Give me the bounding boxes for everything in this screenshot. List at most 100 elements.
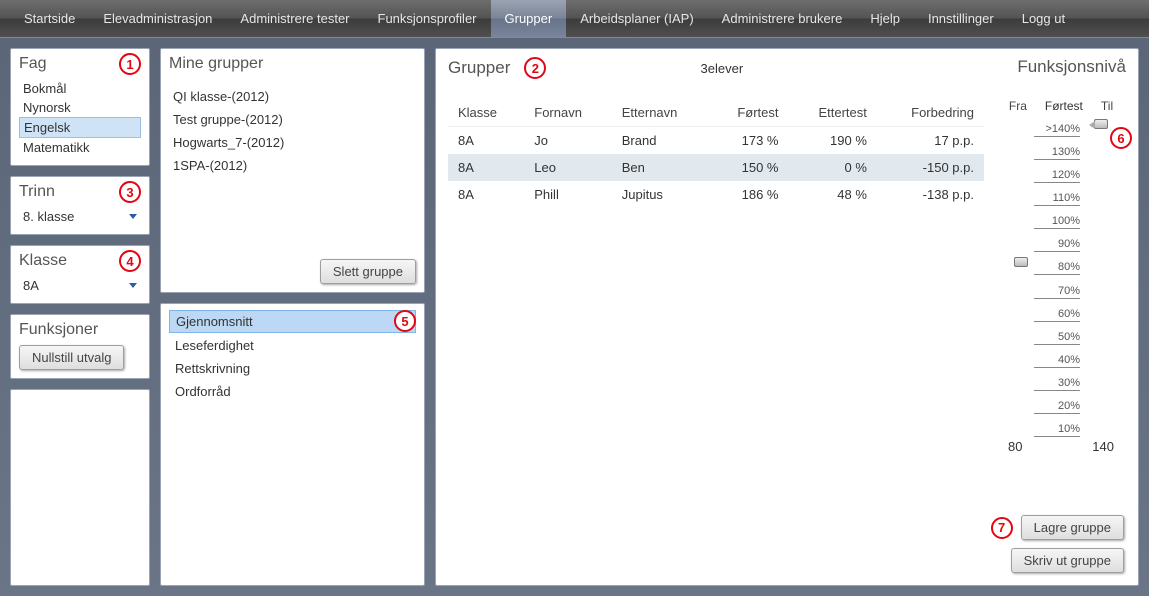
main-title: Grupper	[448, 58, 510, 78]
main-header: Grupper 2 3elever Funksjonsnivå	[448, 57, 1126, 79]
my-groups-title: Mine grupper	[169, 55, 416, 73]
slider-labels: Fra Førtest Til	[1009, 99, 1113, 113]
groups-list: QI klasse-(2012)Test gruppe-(2012)Hogwar…	[169, 85, 416, 253]
cell-klasse: 8A	[448, 154, 524, 181]
panel-funksjoner: Funksjoner Nullstill utvalg	[10, 314, 150, 379]
reset-button[interactable]: Nullstill utvalg	[19, 345, 124, 370]
cell-fornavn: Phill	[524, 181, 611, 208]
cell-etternavn: Jupitus	[612, 181, 710, 208]
fag-item[interactable]: Bokmål	[19, 79, 141, 98]
slider-tick: 60%	[1034, 308, 1080, 322]
slider-tick: 120%	[1034, 169, 1080, 183]
cell-ettertest: 190 %	[789, 127, 877, 155]
cell-ettertest: 48 %	[789, 181, 877, 208]
callout-3: 3	[119, 181, 141, 203]
panel-my-groups: Mine grupper QI klasse-(2012)Test gruppe…	[160, 48, 425, 293]
col-header[interactable]: Førtest	[709, 99, 788, 127]
cell-forbedring: 17 p.p.	[877, 127, 984, 155]
panel-main: Grupper 2 3elever Funksjonsnivå KlasseFo…	[435, 48, 1139, 586]
content: 1 Fag BokmålNynorskEngelskMatematikk 3 T…	[0, 38, 1149, 596]
nav-innstillinger[interactable]: Innstillinger	[914, 0, 1008, 37]
save-group-button[interactable]: Lagre gruppe	[1021, 515, 1124, 540]
fag-item[interactable]: Matematikk	[19, 138, 141, 157]
nav-elevadministrasjon[interactable]: Elevadministrasjon	[89, 0, 226, 37]
student-count: 3elever	[701, 61, 744, 76]
slider-to-label: Til	[1101, 99, 1113, 113]
nav-logg-ut[interactable]: Logg ut	[1008, 0, 1079, 37]
panel-spacer	[10, 389, 150, 586]
skills-list: GjennomsnittLeseferdighetRettskrivningOr…	[169, 310, 416, 402]
funksjonsniva-title: Funksjonsnivå	[1017, 57, 1126, 77]
slider-tick: 80%	[1034, 261, 1080, 275]
slider-tick: 130%	[1034, 146, 1080, 160]
cell-forbedring: -150 p.p.	[877, 154, 984, 181]
col-header[interactable]: Klasse	[448, 99, 524, 127]
cell-etternavn: Ben	[612, 154, 710, 181]
group-item[interactable]: 1SPA-(2012)	[169, 154, 416, 177]
slider-tick: 50%	[1034, 331, 1080, 345]
table-row[interactable]: 8ALeoBen150 %0 %-150 p.p.	[448, 154, 984, 181]
cell-fortest: 186 %	[709, 181, 788, 208]
main-column: Grupper 2 3elever Funksjonsnivå KlasseFo…	[435, 48, 1139, 586]
slider-fortest-label: Førtest	[1045, 99, 1083, 113]
nav-funksjonsprofiler[interactable]: Funksjonsprofiler	[364, 0, 491, 37]
mid-column: Mine grupper QI klasse-(2012)Test gruppe…	[160, 48, 425, 586]
print-group-button[interactable]: Skriv ut gruppe	[1011, 548, 1124, 573]
nav-arbeidsplaner-iap-[interactable]: Arbeidsplaner (IAP)	[566, 0, 707, 37]
slider-values: 80 140	[996, 439, 1126, 454]
cell-klasse: 8A	[448, 127, 524, 155]
skill-item[interactable]: Gjennomsnitt	[169, 310, 416, 333]
fag-item[interactable]: Nynorsk	[19, 98, 141, 117]
col-header[interactable]: Forbedring	[877, 99, 984, 127]
left-column: 1 Fag BokmålNynorskEngelskMatematikk 3 T…	[10, 48, 150, 586]
skill-item[interactable]: Rettskrivning	[169, 358, 416, 379]
cell-fornavn: Leo	[524, 154, 611, 181]
slider-scale[interactable]: 6 >140%130%120%110%100%90%80%70%60%50%40…	[996, 115, 1126, 435]
slider-handle-from[interactable]	[1014, 257, 1028, 267]
callout-5: 5	[394, 310, 416, 332]
col-header[interactable]: Fornavn	[524, 99, 611, 127]
callout-1: 1	[119, 53, 141, 75]
callout-6: 6	[1110, 127, 1132, 149]
col-header[interactable]: Ettertest	[789, 99, 877, 127]
table-row[interactable]: 8AJoBrand173 %190 %17 p.p.	[448, 127, 984, 155]
klasse-dropdown[interactable]: 8A	[19, 276, 141, 295]
panel-klasse: 4 Klasse 8A	[10, 245, 150, 304]
skill-item[interactable]: Leseferdighet	[169, 335, 416, 356]
trinn-dropdown[interactable]: 8. klasse	[19, 207, 141, 226]
callout-7: 7	[991, 517, 1013, 539]
table-row[interactable]: 8APhillJupitus186 %48 %-138 p.p.	[448, 181, 984, 208]
level-slider: Fra Førtest Til 6 >140%130%120%110%100%9…	[996, 99, 1126, 573]
panel-skills: 5 GjennomsnittLeseferdighetRettskrivning…	[160, 303, 425, 586]
group-item[interactable]: Test gruppe-(2012)	[169, 108, 416, 131]
nav-administrere-brukere[interactable]: Administrere brukere	[708, 0, 857, 37]
slider-tick: 90%	[1034, 238, 1080, 252]
slider-handle-to[interactable]	[1094, 119, 1108, 129]
skill-item[interactable]: Ordforråd	[169, 381, 416, 402]
slider-tick: 10%	[1034, 423, 1080, 437]
cell-fortest: 150 %	[709, 154, 788, 181]
klasse-value: 8A	[23, 278, 39, 293]
group-item[interactable]: Hogwarts_7-(2012)	[169, 131, 416, 154]
main-footer: 7 Lagre gruppe Skriv ut gruppe	[991, 515, 1124, 573]
slider-to-value: 140	[1092, 439, 1114, 454]
cell-forbedring: -138 p.p.	[877, 181, 984, 208]
nav-administrere-tester[interactable]: Administrere tester	[226, 0, 363, 37]
slider-tick: 40%	[1034, 354, 1080, 368]
nav-startside[interactable]: Startside	[10, 0, 89, 37]
callout-2: 2	[524, 57, 546, 79]
chevron-down-icon	[129, 283, 137, 288]
group-item[interactable]: QI klasse-(2012)	[169, 85, 416, 108]
nav-hjelp[interactable]: Hjelp	[856, 0, 914, 37]
delete-group-button[interactable]: Slett gruppe	[320, 259, 416, 284]
panel-fag: 1 Fag BokmålNynorskEngelskMatematikk	[10, 48, 150, 166]
slider-tick: 110%	[1034, 192, 1080, 206]
fag-item[interactable]: Engelsk	[19, 117, 141, 138]
top-navigation: StartsideElevadministrasjonAdministrere …	[0, 0, 1149, 38]
col-header[interactable]: Etternavn	[612, 99, 710, 127]
student-grid: KlasseFornavnEtternavnFørtestEttertestFo…	[448, 99, 984, 573]
panel-trinn: 3 Trinn 8. klasse	[10, 176, 150, 235]
grid-wrap: KlasseFornavnEtternavnFørtestEttertestFo…	[448, 99, 1126, 573]
cell-etternavn: Brand	[612, 127, 710, 155]
nav-grupper[interactable]: Grupper	[491, 0, 567, 37]
